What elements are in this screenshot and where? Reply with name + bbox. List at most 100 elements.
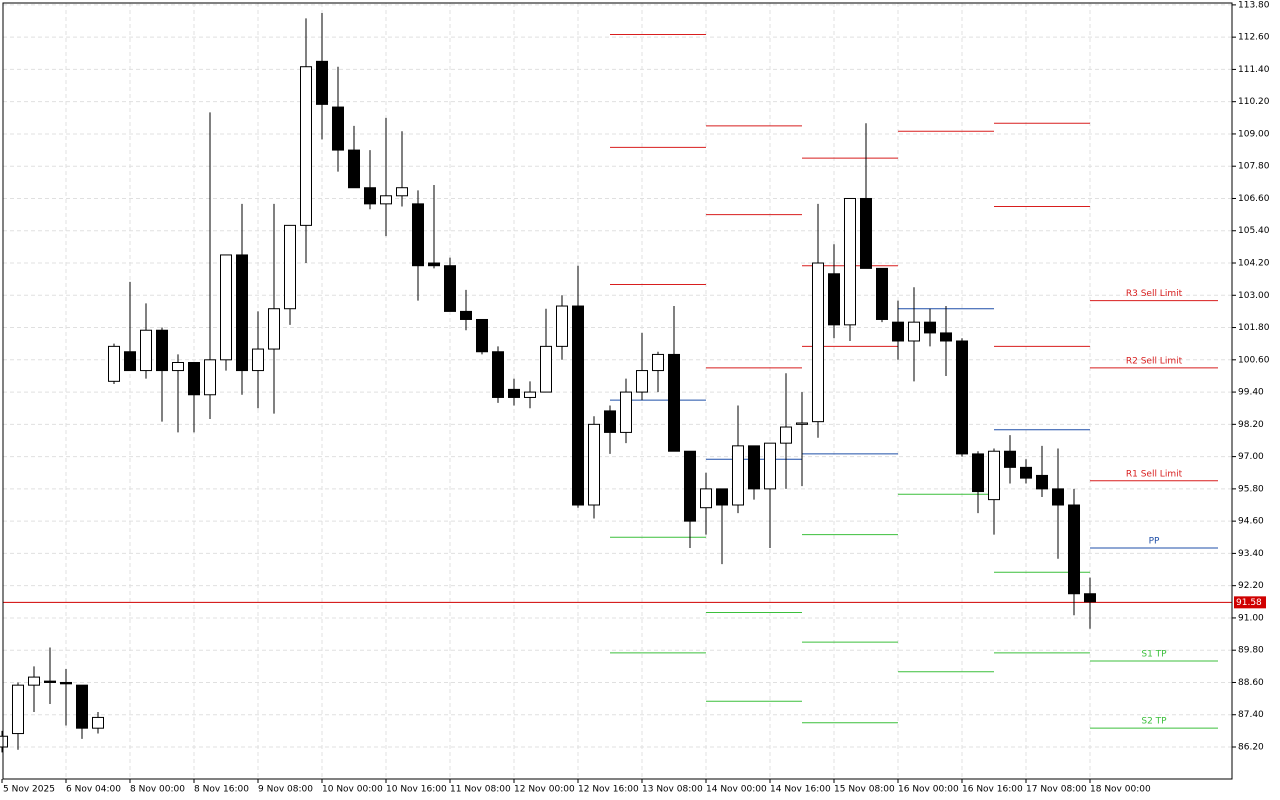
- candle-down: [332, 106, 344, 151]
- candle-down: [60, 681, 72, 685]
- candle-up: [300, 66, 312, 226]
- candle-up: [540, 345, 552, 393]
- candle-down: [428, 262, 440, 267]
- candle-down: [1052, 488, 1064, 506]
- candle-down: [444, 265, 456, 312]
- candle-up: [220, 254, 232, 361]
- candle-down: [684, 450, 696, 522]
- candle-up: [780, 426, 792, 444]
- candle-up: [700, 488, 712, 509]
- candle-down: [460, 310, 472, 320]
- last-price-box: [1234, 596, 1266, 609]
- candle-up: [636, 370, 648, 393]
- y-tick-label: 112.60: [1238, 33, 1270, 43]
- y-tick-label: 94.60: [1238, 517, 1264, 527]
- candle-down: [972, 453, 984, 493]
- x-tick-label: 15 Nov 08:00: [834, 785, 895, 795]
- y-tick-label: 99.40: [1238, 388, 1264, 398]
- y-tick-label: 88.60: [1238, 678, 1264, 688]
- last-price-label: 91.58: [1236, 598, 1262, 608]
- level-label: R3 Sell Limit: [1126, 289, 1183, 299]
- candle-up: [812, 262, 824, 423]
- candle-up: [140, 329, 152, 372]
- x-tick-label: 10 Nov 00:00: [322, 785, 383, 795]
- y-tick-label: 86.20: [1238, 743, 1264, 753]
- candle-down: [412, 203, 424, 267]
- candle-up: [556, 305, 568, 347]
- candle-down: [348, 149, 360, 189]
- x-tick-label: 8 Nov 16:00: [194, 785, 249, 795]
- candle-down: [188, 361, 200, 396]
- candle-down: [716, 488, 728, 506]
- x-tick-label: 11 Nov 08:00: [450, 785, 511, 795]
- candle-down: [508, 388, 520, 398]
- candle-down: [1068, 504, 1080, 595]
- candle-down: [860, 197, 872, 269]
- level-label: S2 TP: [1141, 717, 1167, 727]
- y-tick-label: 92.20: [1238, 581, 1264, 591]
- candle-up: [396, 187, 408, 197]
- y-tick-label: 105.40: [1238, 226, 1270, 236]
- candle-down: [236, 254, 248, 372]
- y-tick-label: 95.80: [1238, 484, 1264, 494]
- candle-down: [892, 321, 904, 342]
- x-tick-label: 10 Nov 16:00: [386, 785, 447, 795]
- candle-down: [76, 684, 88, 729]
- x-tick-label: 12 Nov 00:00: [514, 785, 575, 795]
- candle-up: [732, 445, 744, 506]
- y-tick-label: 91.00: [1238, 613, 1264, 623]
- x-tick-label: 14 Nov 16:00: [770, 785, 831, 795]
- candle-up: [172, 361, 184, 372]
- candle-up: [588, 423, 600, 506]
- candle-up: [268, 308, 280, 350]
- candle-up: [380, 195, 392, 205]
- x-tick-label: 8 Nov 00:00: [130, 785, 185, 795]
- candle-up: [108, 345, 120, 382]
- candle-down: [1004, 450, 1016, 468]
- y-tick-label: 93.40: [1238, 549, 1264, 559]
- candle-down: [604, 410, 616, 433]
- level-label: R1 Sell Limit: [1126, 469, 1183, 479]
- candle-up: [620, 391, 632, 433]
- candle-down: [124, 351, 136, 372]
- candle-up: [524, 391, 536, 398]
- x-tick-label: 5 Nov 2025: [3, 785, 55, 795]
- y-tick-label: 103.00: [1238, 291, 1270, 301]
- candle-up: [0, 735, 8, 748]
- level-label: PP: [1149, 537, 1160, 547]
- candle-down: [492, 351, 504, 398]
- y-tick-label: 106.60: [1238, 194, 1270, 204]
- x-tick-label: 16 Nov 00:00: [898, 785, 959, 795]
- candle-down: [940, 332, 952, 342]
- candle-up: [92, 716, 104, 729]
- x-tick-label: 18 Nov 00:00: [1090, 785, 1151, 795]
- y-tick-label: 109.00: [1238, 129, 1270, 139]
- candle-down: [156, 329, 168, 372]
- candle-up: [796, 422, 808, 425]
- level-label: R2 Sell Limit: [1126, 356, 1183, 366]
- x-tick-label: 13 Nov 08:00: [642, 785, 703, 795]
- y-tick-label: 113.80: [1238, 0, 1270, 10]
- x-tick-label: 12 Nov 16:00: [578, 785, 639, 795]
- y-tick-label: 98.20: [1238, 420, 1264, 430]
- candle-down: [364, 187, 376, 205]
- candle-down: [1020, 466, 1032, 479]
- level-label: S1 TP: [1141, 649, 1167, 659]
- y-tick-label: 110.20: [1238, 97, 1270, 107]
- x-tick-label: 16 Nov 16:00: [962, 785, 1023, 795]
- y-tick-label: 111.40: [1238, 65, 1270, 75]
- y-tick-label: 97.00: [1238, 452, 1264, 462]
- candle-up: [28, 676, 40, 686]
- candle-down: [572, 305, 584, 506]
- candle-up: [844, 197, 856, 326]
- candle-up: [652, 353, 664, 372]
- x-tick-label: 14 Nov 00:00: [706, 785, 767, 795]
- candle-up: [252, 348, 264, 372]
- y-tick-label: 107.80: [1238, 162, 1270, 172]
- candle-down: [748, 445, 760, 490]
- y-tick-label: 100.60: [1238, 355, 1270, 365]
- x-tick-label: 9 Nov 08:00: [258, 785, 313, 795]
